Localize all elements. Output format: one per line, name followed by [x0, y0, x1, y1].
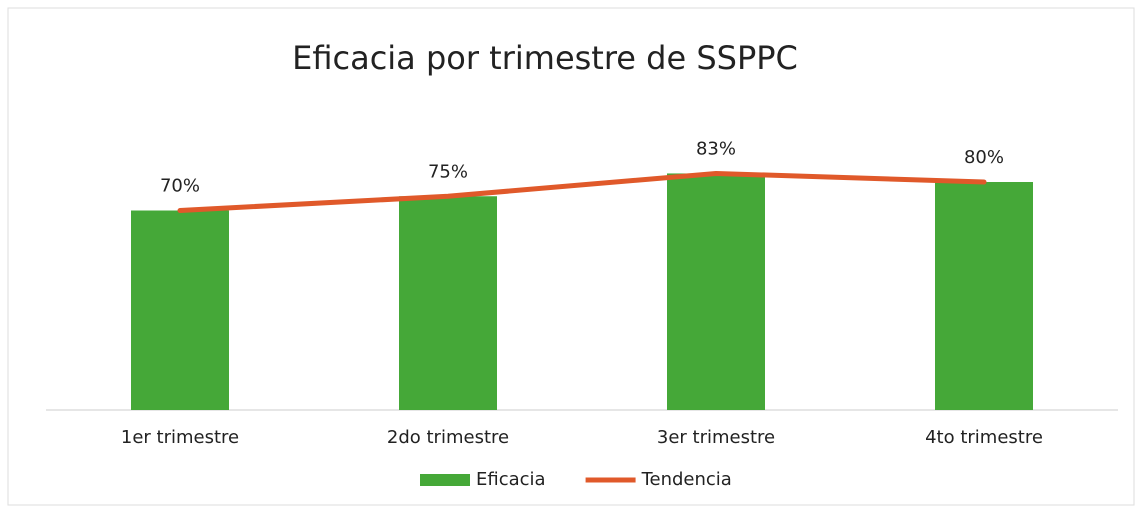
- data-label: 80%: [964, 147, 1004, 168]
- trend-line: [177, 170, 987, 213]
- chart-title: Eficacia por trimestre de SSPPC: [292, 39, 798, 77]
- bar: [131, 210, 229, 410]
- bar: [935, 182, 1033, 410]
- x-tick-label: 3er trimestre: [657, 427, 775, 448]
- bar: [399, 196, 497, 410]
- x-tick-label: 4to trimestre: [925, 427, 1043, 448]
- data-label: 75%: [428, 161, 468, 182]
- legend-swatch: [420, 474, 470, 486]
- x-tick-label: 2do trimestre: [387, 427, 509, 448]
- x-tick-label: 1er trimestre: [121, 427, 239, 448]
- data-label: 70%: [160, 176, 200, 197]
- bar: [667, 173, 765, 410]
- data-label: 83%: [696, 138, 736, 159]
- legend-label: Eficacia: [476, 469, 546, 490]
- legend-label: Tendencia: [641, 469, 732, 490]
